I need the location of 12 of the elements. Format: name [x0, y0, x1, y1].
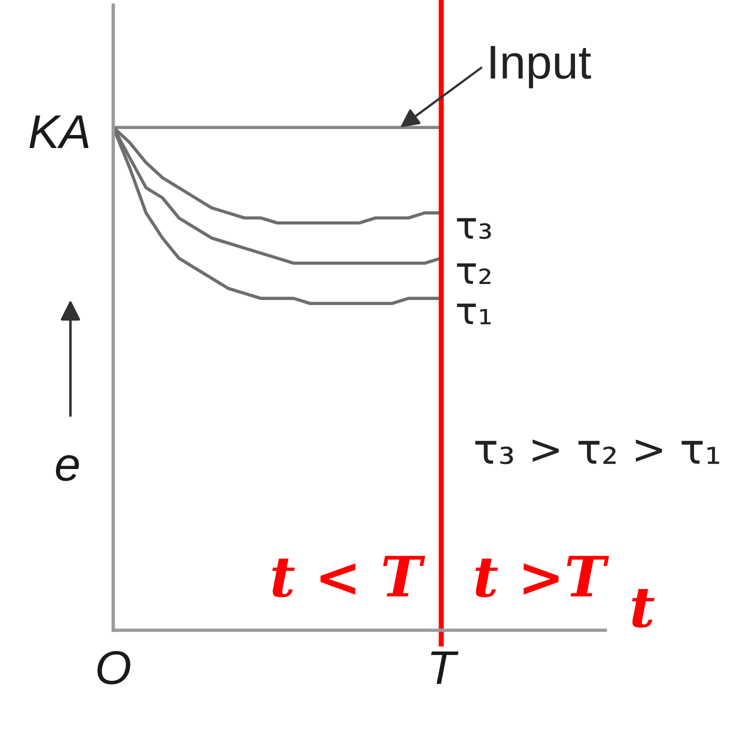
x-tick-label: O [97, 650, 130, 684]
x-tick-label: T [431, 651, 458, 684]
series-label: Input [490, 46, 592, 88]
x-axis-title: t [632, 589, 654, 628]
annotation: t < T [272, 556, 426, 598]
annotation: KA [29, 115, 88, 148]
series-label: τ₂ [456, 263, 490, 284]
series-label: τ₁ [456, 304, 491, 324]
annotation: τ₃ > τ₂ > τ₁ [475, 440, 720, 464]
annotation: t >T [476, 556, 610, 598]
series-label: τ₃ [456, 218, 491, 240]
y-axis-title: e [56, 455, 79, 482]
